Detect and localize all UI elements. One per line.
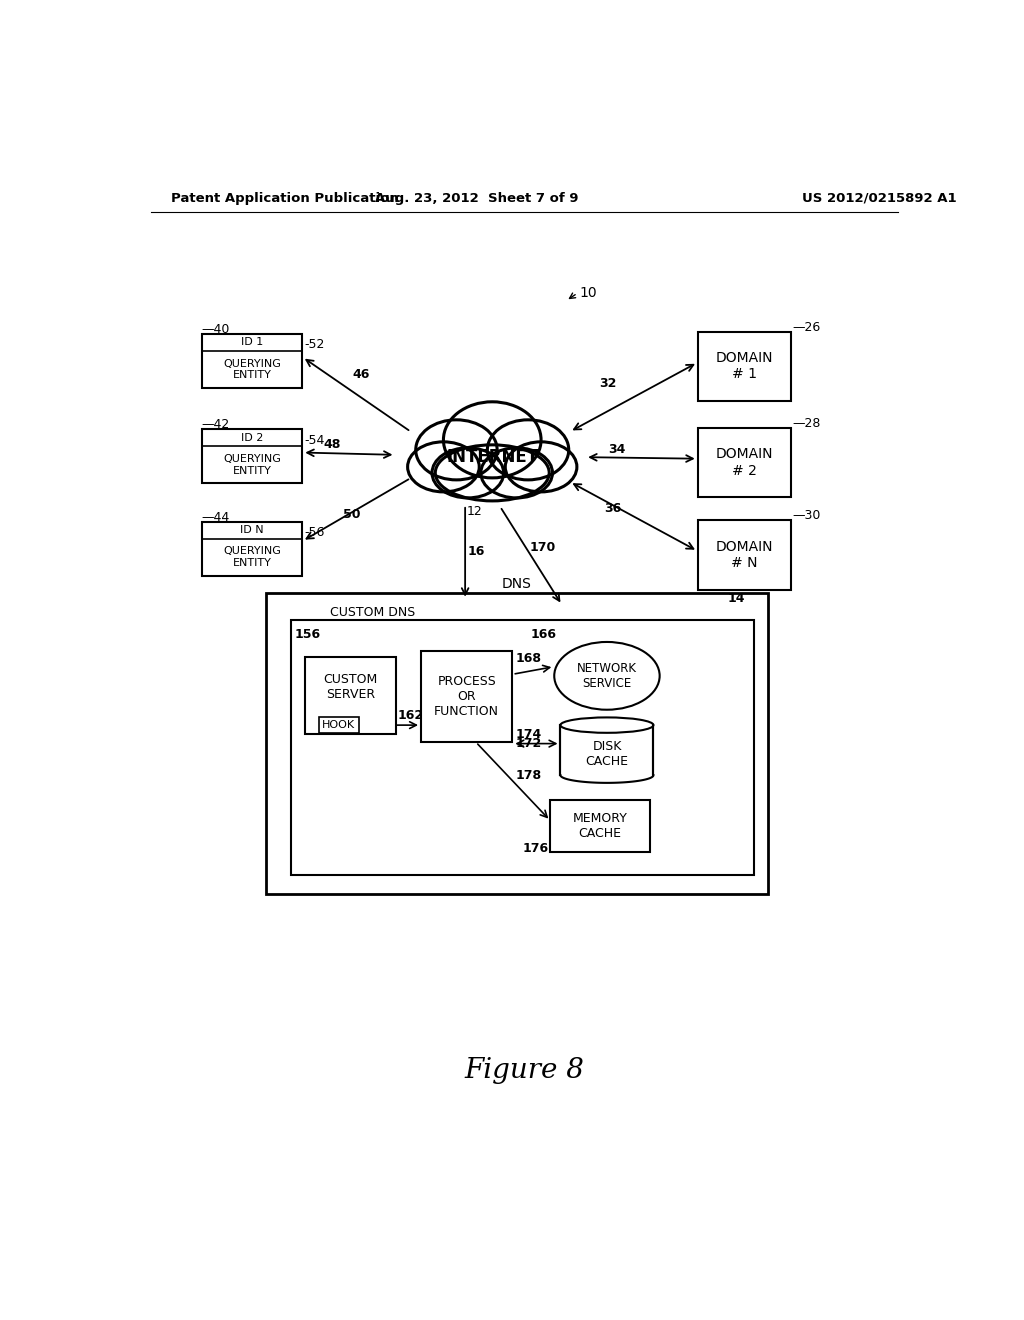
Text: 46: 46	[352, 367, 370, 380]
Bar	[697, 428, 791, 498]
Text: -54: -54	[304, 434, 325, 446]
Text: DNS: DNS	[502, 577, 532, 591]
Bar	[421, 651, 512, 742]
Bar	[202, 521, 302, 576]
Text: 176: 176	[522, 842, 549, 855]
Text: 12: 12	[467, 504, 482, 517]
Text: 48: 48	[324, 438, 341, 451]
Bar	[291, 620, 755, 875]
Text: INTERNET: INTERNET	[446, 449, 539, 466]
Text: 50: 50	[343, 508, 360, 520]
Text: 164: 164	[423, 648, 449, 661]
Text: 36: 36	[604, 502, 622, 515]
Text: —44: —44	[202, 511, 229, 524]
Text: NETWORK
SERVICE: NETWORK SERVICE	[577, 661, 637, 690]
Ellipse shape	[432, 447, 504, 498]
Text: QUERYING
ENTITY: QUERYING ENTITY	[223, 454, 281, 475]
Ellipse shape	[487, 420, 568, 480]
Text: 32: 32	[599, 376, 616, 389]
Ellipse shape	[435, 445, 549, 500]
Text: —26: —26	[793, 321, 820, 334]
Text: —42: —42	[202, 418, 229, 432]
Text: 34: 34	[608, 444, 626, 455]
Text: Aug. 23, 2012  Sheet 7 of 9: Aug. 23, 2012 Sheet 7 of 9	[375, 191, 579, 205]
Ellipse shape	[443, 401, 541, 478]
Bar	[697, 331, 791, 401]
Text: 158: 158	[306, 655, 333, 668]
Ellipse shape	[481, 447, 553, 498]
Text: 174: 174	[515, 727, 542, 741]
Text: ID 2: ID 2	[241, 433, 263, 444]
Text: QUERYING
ENTITY: QUERYING ENTITY	[223, 546, 281, 568]
Bar	[560, 725, 653, 775]
Ellipse shape	[416, 420, 497, 480]
Text: -52: -52	[304, 338, 325, 351]
Bar	[697, 520, 791, 590]
Text: 172: 172	[515, 737, 542, 750]
Text: 178: 178	[515, 770, 542, 783]
Text: DOMAIN
# N: DOMAIN # N	[716, 540, 773, 570]
Text: ID N: ID N	[241, 525, 264, 536]
Text: 160: 160	[306, 723, 333, 737]
Text: —30: —30	[793, 510, 820, 523]
Text: 156: 156	[295, 628, 321, 640]
Ellipse shape	[560, 718, 653, 733]
Text: QUERYING
ENTITY: QUERYING ENTITY	[223, 359, 281, 380]
Text: ID 1: ID 1	[241, 338, 263, 347]
Text: 168: 168	[515, 652, 542, 665]
Text: DOMAIN
# 2: DOMAIN # 2	[716, 447, 773, 478]
Text: CUSTOM DNS: CUSTOM DNS	[330, 606, 415, 619]
Text: —28: —28	[793, 417, 820, 430]
Ellipse shape	[554, 642, 659, 710]
Text: 170: 170	[529, 541, 556, 554]
Text: CUSTOM
SERVER: CUSTOM SERVER	[324, 673, 378, 701]
Text: 166: 166	[531, 628, 557, 640]
Text: 14: 14	[728, 593, 745, 606]
Text: 16: 16	[467, 545, 484, 557]
Ellipse shape	[505, 442, 577, 492]
Text: DOMAIN
# 1: DOMAIN # 1	[716, 351, 773, 381]
Bar	[318, 718, 359, 733]
Bar	[305, 657, 396, 734]
Text: Patent Application Publication: Patent Application Publication	[171, 191, 398, 205]
Text: US 2012/0215892 A1: US 2012/0215892 A1	[802, 191, 956, 205]
Text: 10: 10	[580, 286, 597, 300]
Text: MEMORY
CACHE: MEMORY CACHE	[572, 812, 628, 840]
Ellipse shape	[408, 442, 479, 492]
Bar	[266, 594, 768, 894]
Text: DISK
CACHE: DISK CACHE	[586, 741, 629, 768]
Bar	[202, 334, 302, 388]
Text: PROCESS
OR
FUNCTION: PROCESS OR FUNCTION	[434, 675, 499, 718]
Text: -56: -56	[304, 527, 325, 539]
Text: Figure 8: Figure 8	[465, 1057, 585, 1084]
Text: HOOK: HOOK	[323, 721, 355, 730]
Text: —40: —40	[202, 323, 230, 335]
Bar	[202, 429, 302, 483]
Text: 162: 162	[397, 709, 424, 722]
Bar	[550, 800, 649, 853]
